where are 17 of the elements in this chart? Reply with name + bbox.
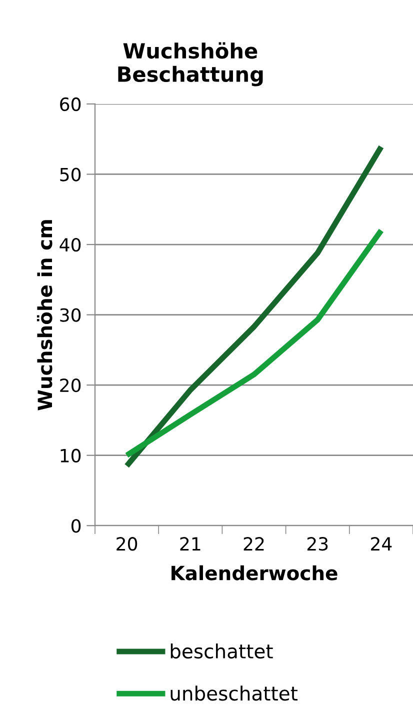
y-tick-label: 50: [60, 168, 81, 182]
x-tick-label: 21: [180, 537, 200, 550]
y-tick-label: 30: [60, 308, 81, 322]
y-tick-label: 0: [72, 519, 81, 533]
legend-label: unbeschattet: [170, 686, 298, 701]
y-tick-label: 20: [60, 378, 81, 392]
x-tick-label: 23: [307, 537, 328, 551]
y-tick-label: 10: [60, 448, 81, 462]
x-tick-label: 20: [116, 537, 138, 551]
y-axis-title: Wuchshöhe in cm: [36, 220, 52, 410]
chart-title: Wuchshöhe Beschattung: [118, 42, 263, 86]
y-tick-label: 60: [60, 97, 81, 112]
legend-label: beschattet: [170, 644, 273, 659]
x-tick-label: 24: [371, 537, 392, 550]
x-axis-title: Kalenderwoche: [172, 565, 338, 580]
y-tick-label: 40: [60, 238, 81, 252]
x-tick-label: 22: [244, 537, 264, 550]
